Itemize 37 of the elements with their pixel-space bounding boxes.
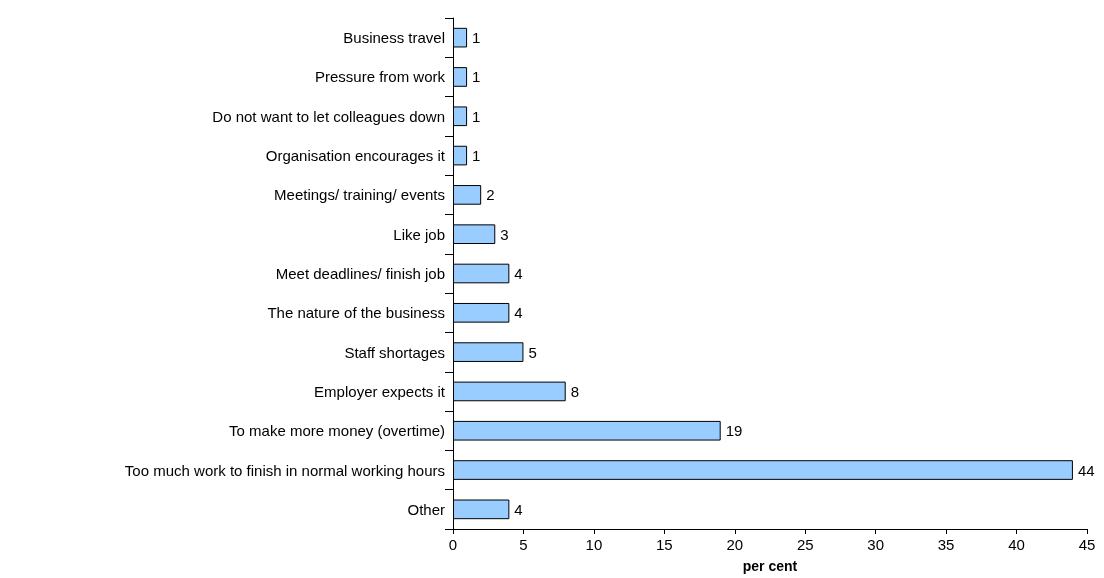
y-tick-label: Pressure from work (314, 68, 446, 86)
x-tick-label: 30 (867, 536, 885, 553)
y-tick-label: To make more money (overtime) (229, 422, 445, 440)
data-label: 1 (472, 147, 481, 165)
y-tick-label: Meetings/ training/ events (274, 186, 445, 204)
x-tick-label: 40 (1008, 536, 1025, 553)
data-label: 5 (528, 343, 537, 361)
x-tick-label: 5 (519, 536, 528, 553)
x-tick-label: 10 (585, 536, 603, 553)
data-label: 44 (1077, 461, 1095, 479)
y-tick-label: Employer expects it (314, 382, 446, 400)
data-label: 4 (514, 265, 523, 282)
y-tick-label: Organisation encourages it (265, 147, 446, 165)
data-label: 8 (570, 382, 580, 400)
data-label: 19 (725, 422, 743, 440)
x-tick-label: 45 (1078, 536, 1096, 553)
data-label: 1 (472, 68, 481, 86)
data-label: 4 (514, 304, 523, 322)
y-tick-label: Do not want to let colleagues down (212, 107, 445, 125)
data-label: 4 (514, 500, 523, 518)
x-tick-label: 0 (448, 536, 458, 553)
x-axis-title: per cent (742, 558, 798, 574)
x-tick-label: 35 (937, 536, 955, 553)
y-tick-label: Other (407, 500, 445, 518)
data-label: 3 (500, 225, 509, 243)
data-label: 1 (472, 29, 481, 47)
x-tick-label: 20 (726, 536, 744, 553)
data-label: 2 (486, 186, 495, 204)
y-tick-label: Meet deadlines/ finish job (275, 265, 445, 282)
y-tick-label: Staff shortages (344, 343, 445, 361)
data-label: 1 (472, 107, 481, 125)
x-tick-label: 15 (655, 536, 673, 553)
y-tick-label: Business travel (343, 29, 445, 47)
y-tick-label: Too much work to finish in normal working hours (124, 461, 445, 479)
y-tick-label: The nature of the business (267, 304, 445, 322)
x-tick-label: 25 (796, 536, 814, 553)
y-tick-label: Like job (393, 225, 445, 243)
